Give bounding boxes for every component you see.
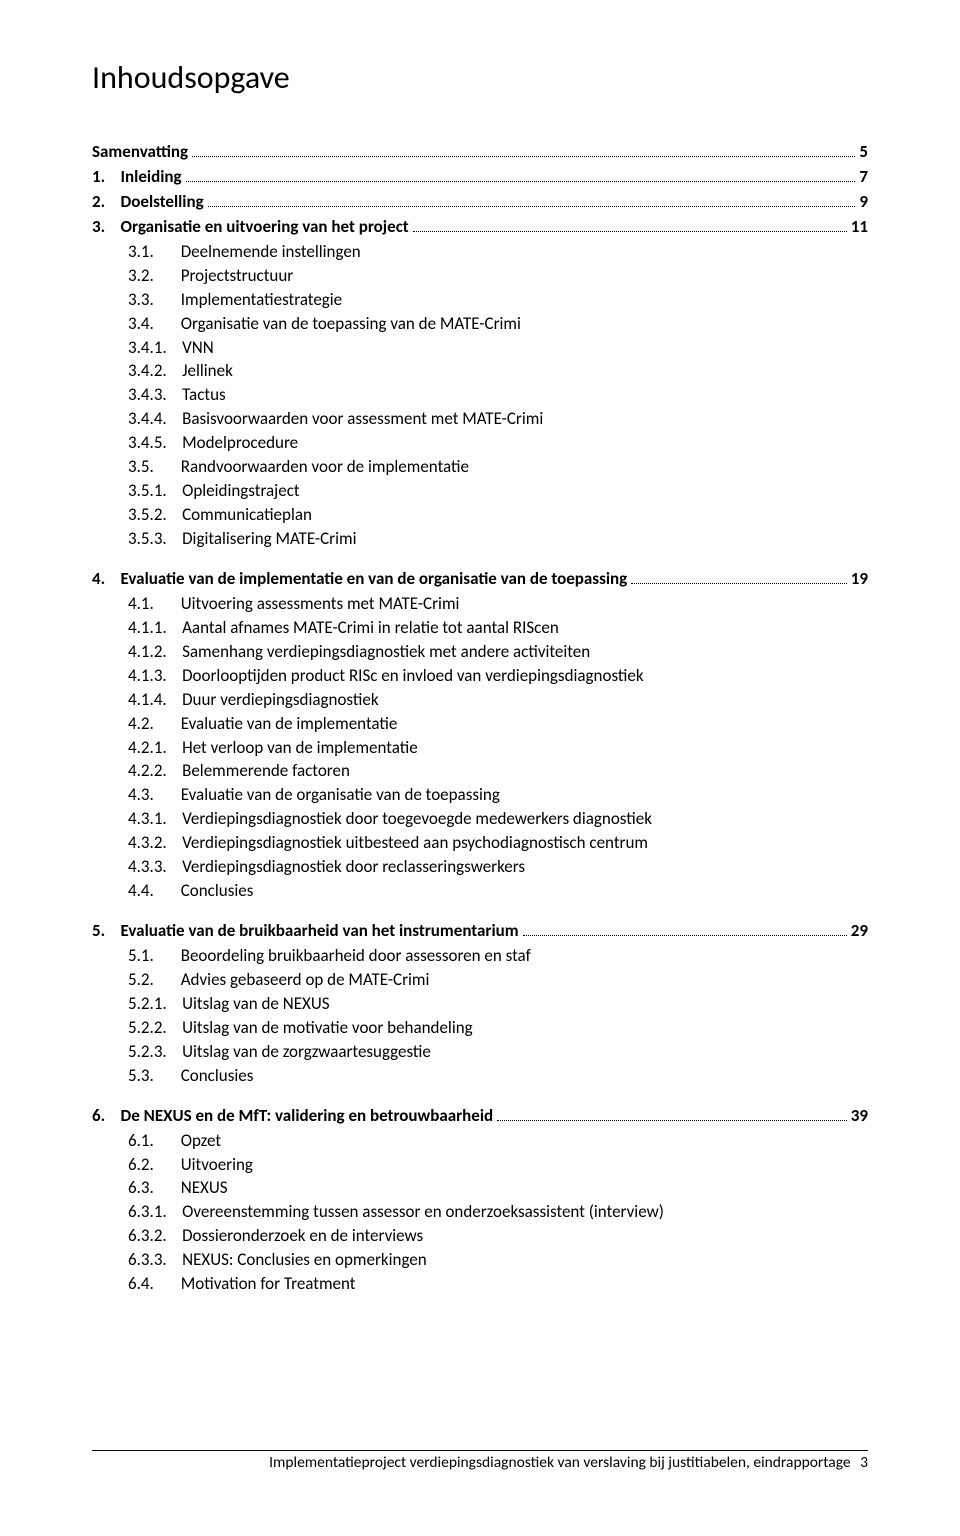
- toc-sub-entry: 3.2. Projectstructuur: [128, 265, 868, 287]
- footer-caption: Implementatieproject verdiepingsdiagnost…: [269, 1453, 851, 1472]
- toc-sub-entry: 6.3.3. NEXUS: Conclusies en opmerkingen: [128, 1249, 868, 1271]
- toc-sub-entry: 4.2.2. Belemmerende factoren: [128, 760, 868, 782]
- toc-main-entry: Samenvatting 5: [92, 141, 868, 164]
- toc-sub-entry: 3.5.3. Digitalisering MATE-Crimi: [128, 528, 868, 550]
- toc-leader-dots: [497, 1109, 847, 1121]
- footer-page-number: 3: [860, 1453, 868, 1472]
- toc-sub-entry: 3.5.2. Communicatieplan: [128, 504, 868, 526]
- toc-entry-page: 29: [851, 920, 868, 943]
- toc-sub-entry: 5.1. Beoordeling bruikbaarheid door asse…: [128, 945, 868, 967]
- toc-main-entry: 4. Evaluatie van de implementatie en van…: [92, 568, 868, 591]
- toc-main-entry: 1. Inleiding 7: [92, 166, 868, 189]
- toc-sub-entry: 6.4. Motivation for Treatment: [128, 1273, 868, 1295]
- toc-sub-entry: 5.2.2. Uitslag van de motivatie voor beh…: [128, 1017, 868, 1039]
- toc-entry-page: 5: [859, 141, 868, 164]
- footer-rule: [92, 1450, 868, 1451]
- toc-entry-label: 5. Evaluatie van de bruikbaarheid van he…: [92, 920, 519, 943]
- toc-sub-entry: 5.2.1. Uitslag van de NEXUS: [128, 993, 868, 1015]
- page-title: Inhoudsopgave: [92, 58, 868, 97]
- toc-sub-entry: 4.1.1. Aantal afnames MATE-Crimi in rela…: [128, 617, 868, 639]
- toc-sub-entry: 4.1.3. Doorlooptijden product RISc en in…: [128, 665, 868, 687]
- toc-sub-entry: 3.5.1. Opleidingstraject: [128, 480, 868, 502]
- toc-sub-entry: 3.4.5. Modelprocedure: [128, 432, 868, 454]
- page-footer: Implementatieproject verdiepingsdiagnost…: [92, 1450, 868, 1472]
- toc-sub-entry: 4.2. Evaluatie van de implementatie: [128, 713, 868, 735]
- toc-sub-entry: 4.3.2. Verdiepingsdiagnostiek uitbesteed…: [128, 832, 868, 854]
- toc-sub-entry: 4.1. Uitvoering assessments met MATE-Cri…: [128, 593, 868, 615]
- toc-gap: [92, 552, 868, 566]
- toc-entry-label: Samenvatting: [92, 141, 188, 164]
- toc-sub-entry: 6.3.2. Dossieronderzoek en de interviews: [128, 1225, 868, 1247]
- toc-sub-entry: 4.4. Conclusies: [128, 880, 868, 902]
- toc-leader-dots: [192, 145, 855, 157]
- toc-main-entry: 5. Evaluatie van de bruikbaarheid van he…: [92, 920, 868, 943]
- toc-sub-entry: 5.3. Conclusies: [128, 1065, 868, 1087]
- toc-leader-dots: [208, 195, 856, 207]
- toc-sub-entry: 3.4.2. Jellinek: [128, 360, 868, 382]
- toc-sub-entry: 6.2. Uitvoering: [128, 1154, 868, 1176]
- toc-entry-label: 6. De NEXUS en de MfT: validering en bet…: [92, 1105, 493, 1128]
- toc-gap: [92, 904, 868, 918]
- toc-spacer: [92, 133, 868, 139]
- toc-entry-label: 3. Organisatie en uitvoering van het pro…: [92, 216, 409, 239]
- toc-main-entry: 6. De NEXUS en de MfT: validering en bet…: [92, 1105, 868, 1128]
- toc-sub-entry: 3.1. Deelnemende instellingen: [128, 241, 868, 263]
- toc-gap: [92, 1089, 868, 1103]
- toc-sub-entry: 3.5. Randvoorwaarden voor de implementat…: [128, 456, 868, 478]
- footer-text: Implementatieproject verdiepingsdiagnost…: [92, 1453, 868, 1472]
- toc-sub-entry: 3.4.3. Tactus: [128, 384, 868, 406]
- toc-entry-label: 1. Inleiding: [92, 166, 182, 189]
- toc-sub-entry: 3.4.4. Basisvoorwaarden voor assessment …: [128, 408, 868, 430]
- toc-entry-page: 19: [851, 568, 868, 591]
- toc-sub-entry: 6.3.1. Overeenstemming tussen assessor e…: [128, 1201, 868, 1223]
- toc-sub-entry: 4.3. Evaluatie van de organisatie van de…: [128, 784, 868, 806]
- toc-sub-entry: 6.1. Opzet: [128, 1130, 868, 1152]
- toc-leader-dots: [186, 170, 856, 182]
- toc-sub-entry: 3.4.1. VNN: [128, 337, 868, 359]
- toc-sub-entry: 4.3.1. Verdiepingsdiagnostiek door toege…: [128, 808, 868, 830]
- toc-sub-entry: 4.1.4. Duur verdiepingsdiagnostiek: [128, 689, 868, 711]
- toc-sub-entry: 6.3. NEXUS: [128, 1177, 868, 1199]
- toc-leader-dots: [631, 572, 847, 584]
- toc-entry-label: 2. Doelstelling: [92, 191, 204, 214]
- toc-sub-entry: 5.2. Advies gebaseerd op de MATE-Crimi: [128, 969, 868, 991]
- page: Inhoudsopgave Samenvatting 51. Inleiding…: [0, 0, 960, 1536]
- toc-entry-page: 7: [859, 166, 868, 189]
- toc-leader-dots: [523, 924, 847, 936]
- toc-entry-page: 39: [851, 1105, 868, 1128]
- toc-sub-entry: 3.3. Implementatiestrategie: [128, 289, 868, 311]
- table-of-contents: Samenvatting 51. Inleiding 72. Doelstell…: [92, 133, 868, 1296]
- toc-entry-label: 4. Evaluatie van de implementatie en van…: [92, 568, 627, 591]
- toc-entry-page: 11: [851, 216, 868, 239]
- toc-main-entry: 2. Doelstelling 9: [92, 191, 868, 214]
- toc-entry-page: 9: [859, 191, 868, 214]
- toc-sub-entry: 4.2.1. Het verloop van de implementatie: [128, 737, 868, 759]
- toc-main-entry: 3. Organisatie en uitvoering van het pro…: [92, 216, 868, 239]
- toc-sub-entry: 5.2.3. Uitslag van de zorgzwaartesuggest…: [128, 1041, 868, 1063]
- toc-sub-entry: 3.4. Organisatie van de toepassing van d…: [128, 313, 868, 335]
- toc-sub-entry: 4.1.2. Samenhang verdiepingsdiagnostiek …: [128, 641, 868, 663]
- toc-leader-dots: [413, 220, 847, 232]
- toc-sub-entry: 4.3.3. Verdiepingsdiagnostiek door recla…: [128, 856, 868, 878]
